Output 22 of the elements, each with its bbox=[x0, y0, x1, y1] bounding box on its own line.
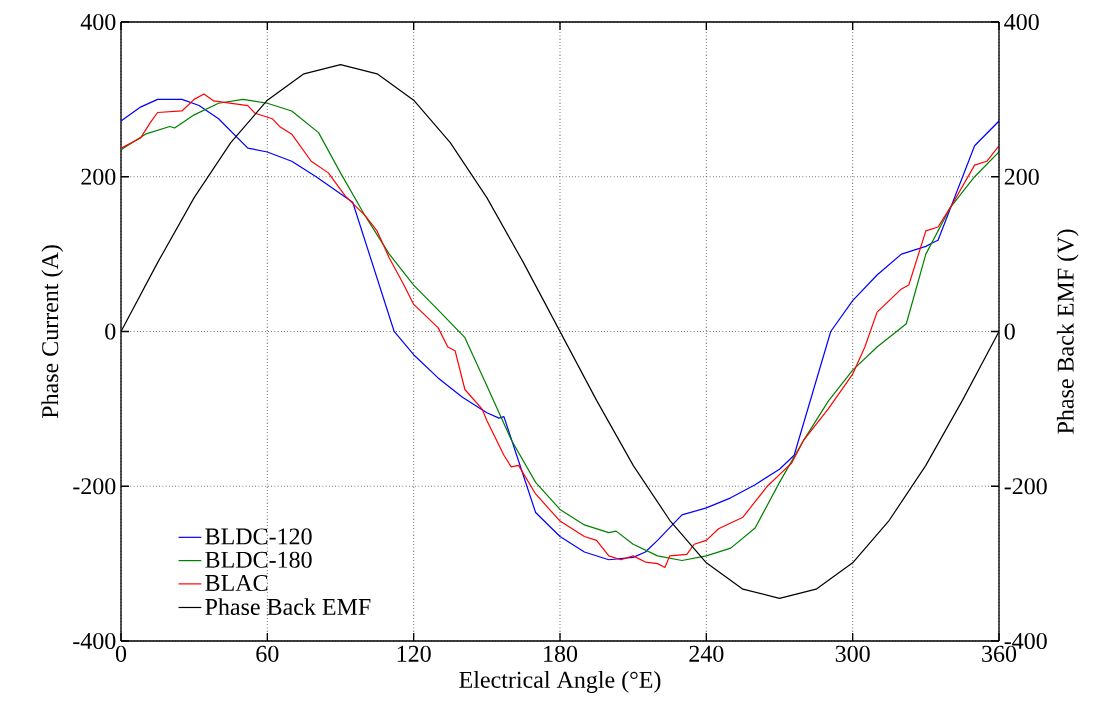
y-tick-label: -400 bbox=[73, 632, 116, 650]
y2-tick-label: 0 bbox=[1004, 323, 1015, 340]
y-tick-label: -200 bbox=[73, 478, 116, 495]
x-tick-label: 60 bbox=[256, 645, 279, 662]
y-tick-label: 400 bbox=[80, 13, 116, 31]
legend-label: BLDC-180 bbox=[205, 551, 312, 568]
x-axis-title: Electrical Angle (°E) bbox=[459, 671, 661, 693]
y-tick-label: 0 bbox=[105, 323, 116, 340]
y-tick-label: 200 bbox=[81, 168, 116, 185]
y2-axis-title: Phase Back EMF (V) bbox=[1056, 229, 1079, 434]
x-tick-label: 180 bbox=[544, 645, 578, 662]
x-tick-label: 0 bbox=[115, 645, 127, 662]
legend-label: BLDC-120 bbox=[205, 528, 312, 545]
y2-tick-label: 200 bbox=[1004, 168, 1039, 185]
x-tick-label: 240 bbox=[689, 645, 724, 662]
y-axis-title: Phase Current (A) bbox=[41, 245, 64, 419]
x-tick-label: 300 bbox=[835, 645, 870, 662]
x-tick-label: 120 bbox=[397, 645, 431, 662]
legend-label: BLAC bbox=[205, 574, 268, 592]
legend-label: Phase Back EMF bbox=[205, 598, 371, 616]
y2-tick-label: 400 bbox=[1004, 13, 1039, 31]
y2-tick-label: -200 bbox=[1004, 478, 1047, 495]
